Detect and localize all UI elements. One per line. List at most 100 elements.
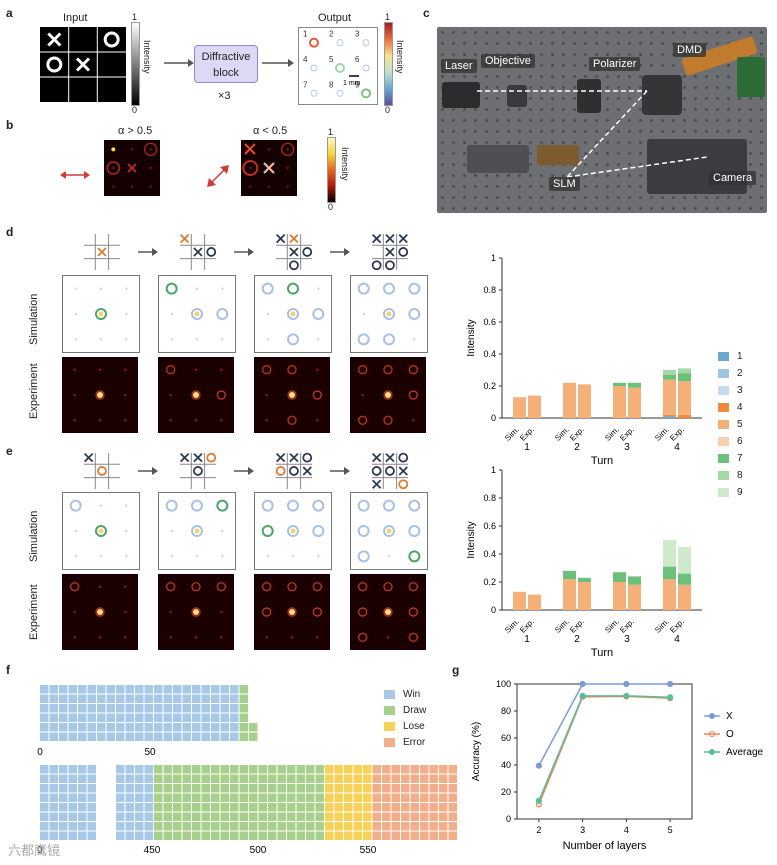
waffle-cell <box>135 831 144 840</box>
waffle-cell <box>382 765 391 774</box>
legend-label: 7 <box>737 453 743 464</box>
board-grid <box>180 453 216 489</box>
y-tick-label: 0.8 <box>483 493 496 503</box>
waffle-cell <box>429 803 438 812</box>
panel-label-g: g <box>452 663 460 677</box>
step-arrow <box>138 248 158 256</box>
waffle-cell <box>230 793 239 802</box>
waffle-cell <box>40 713 49 722</box>
panel-label-e: e <box>6 444 13 458</box>
cell-number: 5 <box>329 55 334 64</box>
waffle-cell <box>154 732 163 741</box>
waffle-cell <box>325 812 334 821</box>
bright-spot <box>111 147 116 152</box>
bar-segment <box>663 374 676 380</box>
o-mark <box>385 260 395 271</box>
y-tick-label: 0.4 <box>483 349 496 359</box>
waffle-cell <box>410 793 419 802</box>
waffle-cell <box>182 812 191 821</box>
bar-segment <box>563 579 576 610</box>
waffle-cell <box>201 822 210 831</box>
b-cbar-max: 1 <box>328 127 334 137</box>
waffle-cell <box>49 812 58 821</box>
waffle-cell <box>135 765 144 774</box>
waffle-cell <box>401 812 410 821</box>
waffle-cell <box>296 831 305 840</box>
input-cbar-max: 1 <box>132 12 138 22</box>
bar-sub-label: Sim. <box>653 617 671 635</box>
waffle-cell <box>239 732 248 741</box>
output-spot <box>361 88 371 99</box>
waffle-cell <box>277 831 286 840</box>
legend-label: 1 <box>737 351 743 362</box>
waffle-cell <box>410 765 419 774</box>
waffle-cell <box>49 784 58 793</box>
d-experiment-4 <box>350 357 426 433</box>
waffle-cell <box>116 774 125 783</box>
label-slm: SLM <box>549 177 580 191</box>
waffle-cell <box>125 694 134 703</box>
waffle-cell <box>192 685 201 694</box>
waffle-cell <box>220 793 229 802</box>
waffle-cell <box>192 704 201 713</box>
waffle-cell <box>192 774 201 783</box>
waffle-cell <box>68 812 77 821</box>
bar-segment <box>513 397 526 418</box>
waffle-cell <box>230 685 239 694</box>
waffle-cell <box>448 765 457 774</box>
f-legend-win: Win <box>384 686 426 702</box>
waffle-cell <box>78 732 87 741</box>
waffle-cell <box>201 793 210 802</box>
waffle-cell <box>68 793 77 802</box>
waffle-cell <box>163 704 172 713</box>
turn-label: 3 <box>624 442 630 453</box>
waffle-cell <box>211 784 220 793</box>
waffle-cell <box>258 822 267 831</box>
waffle-cell <box>59 765 68 774</box>
waffle-cell <box>239 685 248 694</box>
waffle-cell <box>87 765 96 774</box>
waffle-cell <box>78 765 87 774</box>
bright-x <box>244 143 256 155</box>
series-point <box>579 692 586 699</box>
waffle-cell <box>173 803 182 812</box>
waffle-cell <box>154 812 163 821</box>
waffle-cell <box>420 803 429 812</box>
waffle-cell <box>268 803 277 812</box>
waffle-cell <box>40 694 49 703</box>
waffle-cell <box>87 732 96 741</box>
waffle-cell <box>296 793 305 802</box>
d-simulation-1 <box>62 275 140 353</box>
bar-sub-label: Sim. <box>553 425 571 443</box>
d-experiment-3 <box>254 357 330 433</box>
output-cbar-max: 1 <box>385 12 391 22</box>
waffle-cell <box>49 765 58 774</box>
outcome-waffle: 0 500 450 500 550 <box>37 685 457 856</box>
legend-swatch <box>718 488 729 497</box>
waffle-cell <box>201 784 210 793</box>
waffle-cell <box>315 793 324 802</box>
waffle-cell <box>448 784 457 793</box>
waffle-cell <box>344 774 353 783</box>
waffle-cell <box>116 723 125 732</box>
waffle-cell <box>182 803 191 812</box>
board-grid <box>180 234 216 270</box>
board-grid <box>372 453 408 489</box>
legend-label: X <box>726 711 733 722</box>
e-board-4 <box>371 452 409 490</box>
waffle-cell <box>97 713 106 722</box>
waffle-cell <box>249 723 258 732</box>
waffle-cell <box>325 793 334 802</box>
waffle-cell <box>78 694 87 703</box>
x-axis-label: Turn <box>591 647 613 659</box>
y-tick-label: 0.2 <box>483 577 496 587</box>
waffle-cell <box>363 803 372 812</box>
y-tick-label: 1 <box>491 465 496 475</box>
waffle-cell <box>249 793 258 802</box>
waffle-cell <box>439 822 448 831</box>
waffle-cell <box>344 765 353 774</box>
o-mark <box>289 260 299 271</box>
waffle-cell <box>448 822 457 831</box>
legend-item-5: 5 <box>718 416 768 433</box>
